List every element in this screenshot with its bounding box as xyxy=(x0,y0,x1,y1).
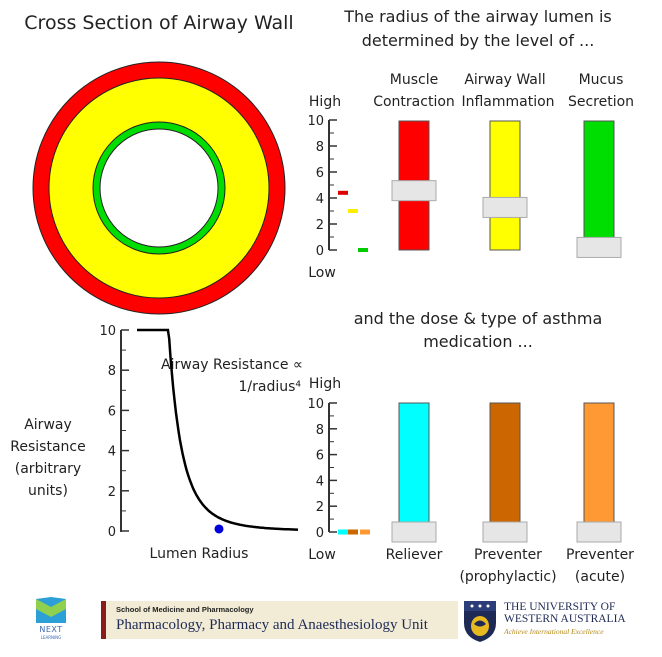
top-scale-tick-label-6: 6 xyxy=(316,166,324,181)
unit-name: Pharmacology, Pharmacy and Anaesthesiolo… xyxy=(116,617,428,633)
bottom-scale: High Low 0 2 4 6 8 10 xyxy=(307,376,341,563)
university-name-line1: THE UNIVERSITY OF xyxy=(504,601,616,613)
mucus-label-line2: Secretion xyxy=(568,94,634,110)
inflammation-label-line1: Airway Wall xyxy=(464,72,545,88)
prophylactic-slider-handle[interactable] xyxy=(482,521,528,543)
top-sliders xyxy=(391,120,622,258)
acute-slider-handle[interactable] xyxy=(576,521,622,543)
inflammation-slider-track[interactable] xyxy=(489,120,521,251)
bottom-scale-low: Low xyxy=(308,547,336,563)
resistance-tick-label-4: 4 xyxy=(108,445,116,460)
top-heading-line1: The radius of the airway lumen is xyxy=(343,7,612,26)
bottom-scale-ticks: 0 2 4 6 8 10 xyxy=(307,397,337,541)
uwa-crest-icon xyxy=(464,601,496,642)
resistance-tick-label-6: 6 xyxy=(108,404,116,419)
university-name-line2: WESTERN AUSTRALIA xyxy=(504,613,626,625)
top-level-markers xyxy=(338,190,368,252)
school-banner: School of Medicine and Pharmacology Phar… xyxy=(101,601,458,639)
top-scale-low: Low xyxy=(308,265,336,281)
top-scale-tick-label-10: 10 xyxy=(307,114,324,129)
mucus-label-line1: Mucus xyxy=(579,72,624,88)
mucus-slider-handle[interactable] xyxy=(576,236,622,258)
resistance-tick-label-10: 10 xyxy=(99,324,116,339)
mucus-slider-track[interactable] xyxy=(583,120,615,251)
level-marker-2 xyxy=(360,529,370,535)
next-logo-sub: LEARNING xyxy=(40,635,62,640)
muscle-label-line1: Muscle xyxy=(390,72,438,88)
resistance-ylabel-line2: Resistance xyxy=(10,439,85,455)
resistance-ylabel-line3: (arbitrary xyxy=(15,461,81,477)
bottom-heading-line2: medication ... xyxy=(423,332,533,351)
bottom-scale-tick-label-10: 10 xyxy=(307,397,324,412)
bottom-heading-line1: and the dose & type of asthma xyxy=(354,309,603,328)
next-learning-logo xyxy=(36,597,66,623)
level-marker-1 xyxy=(348,529,358,535)
acute-label-line2: (acute) xyxy=(575,569,625,585)
top-heading-line2: determined by the level of ... xyxy=(362,31,595,50)
level-marker-0 xyxy=(338,529,348,535)
school-name: School of Medicine and Pharmacology xyxy=(116,605,254,614)
prophylactic-label-line2: (prophylactic) xyxy=(459,569,556,585)
inflammation-label-line2: Inflammation xyxy=(461,94,554,110)
top-scale-tick-label-2: 2 xyxy=(316,218,324,233)
resistance-tick-label-0: 0 xyxy=(108,525,116,540)
airway-cross-section xyxy=(32,61,286,315)
next-logo-label: NEXT xyxy=(39,625,63,634)
lumen xyxy=(99,128,219,248)
top-scale-high: High xyxy=(309,94,341,110)
level-marker-2 xyxy=(358,248,368,252)
bottom-scale-high: High xyxy=(309,376,341,392)
bottom-scale-tick-label-2: 2 xyxy=(316,500,324,515)
bottom-scale-tick-label-4: 4 xyxy=(316,474,324,489)
resistance-current-point xyxy=(214,524,224,534)
prophylactic-label-line1: Preventer xyxy=(474,547,542,563)
university-name: THE UNIVERSITY OF WESTERN AUSTRALIA xyxy=(504,601,644,625)
level-marker-1 xyxy=(348,209,358,213)
resistance-ticks: 0 2 4 6 8 10 xyxy=(99,324,129,540)
reliever-slider-track[interactable] xyxy=(398,402,430,533)
resistance-ylabel-line4: units) xyxy=(28,483,68,499)
resistance-chart: Airway Resistance (arbitrary units) Lume… xyxy=(10,324,303,562)
top-scale-tick-label-4: 4 xyxy=(316,192,324,207)
reliever-slider-handle[interactable] xyxy=(391,521,437,543)
top-scale: High Low 0 2 4 6 8 10 xyxy=(307,94,341,281)
muscle-slider-handle[interactable] xyxy=(391,180,437,202)
resistance-tick-label-8: 8 xyxy=(108,364,116,379)
inflammation-slider-handle[interactable] xyxy=(482,196,528,218)
resistance-annotation-line2: 1/radius⁴ xyxy=(238,379,301,395)
prophylactic-slider-track[interactable] xyxy=(489,402,521,533)
level-marker-0 xyxy=(338,190,348,195)
bottom-scale-tick-label-8: 8 xyxy=(316,423,324,438)
acute-label-line1: Preventer xyxy=(566,547,634,563)
resistance-xlabel: Lumen Radius xyxy=(150,546,249,562)
bottom-scale-tick-label-6: 6 xyxy=(316,449,324,464)
resistance-ylabel-line1: Airway xyxy=(24,417,72,433)
university-motto: Achieve International Excellence xyxy=(504,627,604,636)
resistance-tick-label-2: 2 xyxy=(108,485,116,500)
muscle-label-line2: Contraction xyxy=(373,94,455,110)
bottom-scale-tick-label-0: 0 xyxy=(316,526,324,541)
resistance-annotation-line1: Airway Resistance ∝ xyxy=(161,357,303,373)
bottom-level-markers xyxy=(338,529,370,535)
bottom-sliders xyxy=(391,402,622,543)
top-scale-tick-label-8: 8 xyxy=(316,140,324,155)
resistance-curve xyxy=(137,328,299,531)
cross-section-title: Cross Section of Airway Wall xyxy=(24,12,293,34)
reliever-label-line1: Reliever xyxy=(386,547,443,563)
acute-slider-track[interactable] xyxy=(583,402,615,533)
top-scale-ticks: 0 2 4 6 8 10 xyxy=(307,114,337,259)
top-scale-tick-label-0: 0 xyxy=(316,244,324,259)
